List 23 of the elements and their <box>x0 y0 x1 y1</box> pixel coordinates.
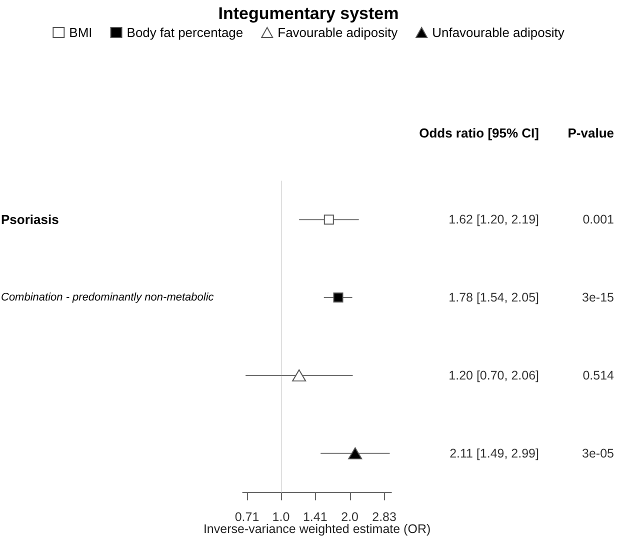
text: 1.20 [0.70, 2.06] <box>448 368 539 382</box>
text: 3e-15 <box>582 290 614 305</box>
text: 1.62 [1.20, 2.19] <box>448 212 539 227</box>
legend-label: BMI <box>69 25 92 40</box>
x-tick-label: 1.41 <box>302 510 328 524</box>
text: 0.514 <box>582 368 614 382</box>
text: 1.78 [1.54, 2.05] <box>448 290 539 305</box>
text: 3e-05 <box>582 446 614 460</box>
chart-title: Integumentary system <box>218 4 399 23</box>
legend-label: Unfavourable adiposity <box>432 25 565 40</box>
text: Odds ratio [95% CI] <box>419 126 539 140</box>
text: 0.001 <box>582 212 614 227</box>
x-tick-label: 1.0 <box>272 510 290 524</box>
x-axis-title: Inverse-variance weighted estimate (OR) <box>203 522 431 536</box>
legend-label: Body fat percentage <box>126 25 244 40</box>
x-tick-label: 2.83 <box>372 510 396 524</box>
y-tick-label: Combination - predominantly non-metabolic <box>1 292 214 304</box>
text: 2.11 [1.49, 2.99] <box>450 446 539 460</box>
x-tick-label: 0.71 <box>234 510 260 524</box>
legend-label: Favourable adiposity <box>278 25 398 40</box>
y-tick-label: Psoriasis <box>1 212 59 228</box>
x-tick-label: 2.0 <box>341 510 359 524</box>
text: P-value <box>568 126 614 140</box>
